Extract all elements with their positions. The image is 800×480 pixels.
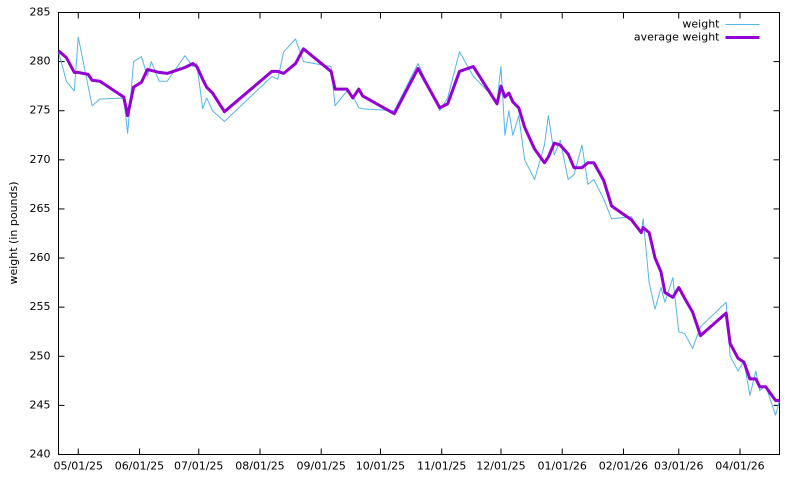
legend-label: average weight: [634, 31, 720, 44]
y-tick-label: 245: [30, 398, 51, 411]
y-tick-label: 255: [30, 300, 51, 313]
y-tick-label: 275: [30, 104, 51, 117]
x-tick-label: 01/01/26: [538, 460, 587, 473]
x-tick-label: 04/01/26: [715, 460, 764, 473]
series-line: [58, 36, 780, 416]
x-tick-label: 03/01/26: [654, 460, 703, 473]
y-tick-label: 270: [30, 153, 51, 166]
y-tick-label: 280: [30, 55, 51, 68]
x-tick-label: 07/01/25: [174, 460, 223, 473]
y-tick-label: 240: [30, 448, 51, 461]
plot-border: [58, 12, 780, 455]
x-tick-label: 12/01/25: [476, 460, 525, 473]
x-tick-label: 08/01/25: [235, 460, 284, 473]
y-axis-label: weight (in pounds): [7, 181, 20, 284]
legend-label: weight: [682, 18, 720, 31]
y-tick-label: 265: [30, 202, 51, 215]
x-tick-label: 06/01/25: [115, 460, 164, 473]
x-tick-label: 02/01/26: [599, 460, 648, 473]
y-tick-label: 285: [30, 6, 51, 19]
series-line: [57, 47, 780, 402]
x-tick-label: 05/01/25: [54, 460, 103, 473]
x-tick-label: 10/01/25: [356, 460, 405, 473]
y-tick-label: 260: [30, 251, 51, 264]
y-tick-label: 250: [30, 349, 51, 362]
x-tick-label: 09/01/25: [297, 460, 346, 473]
x-tick-label: 11/01/25: [417, 460, 466, 473]
